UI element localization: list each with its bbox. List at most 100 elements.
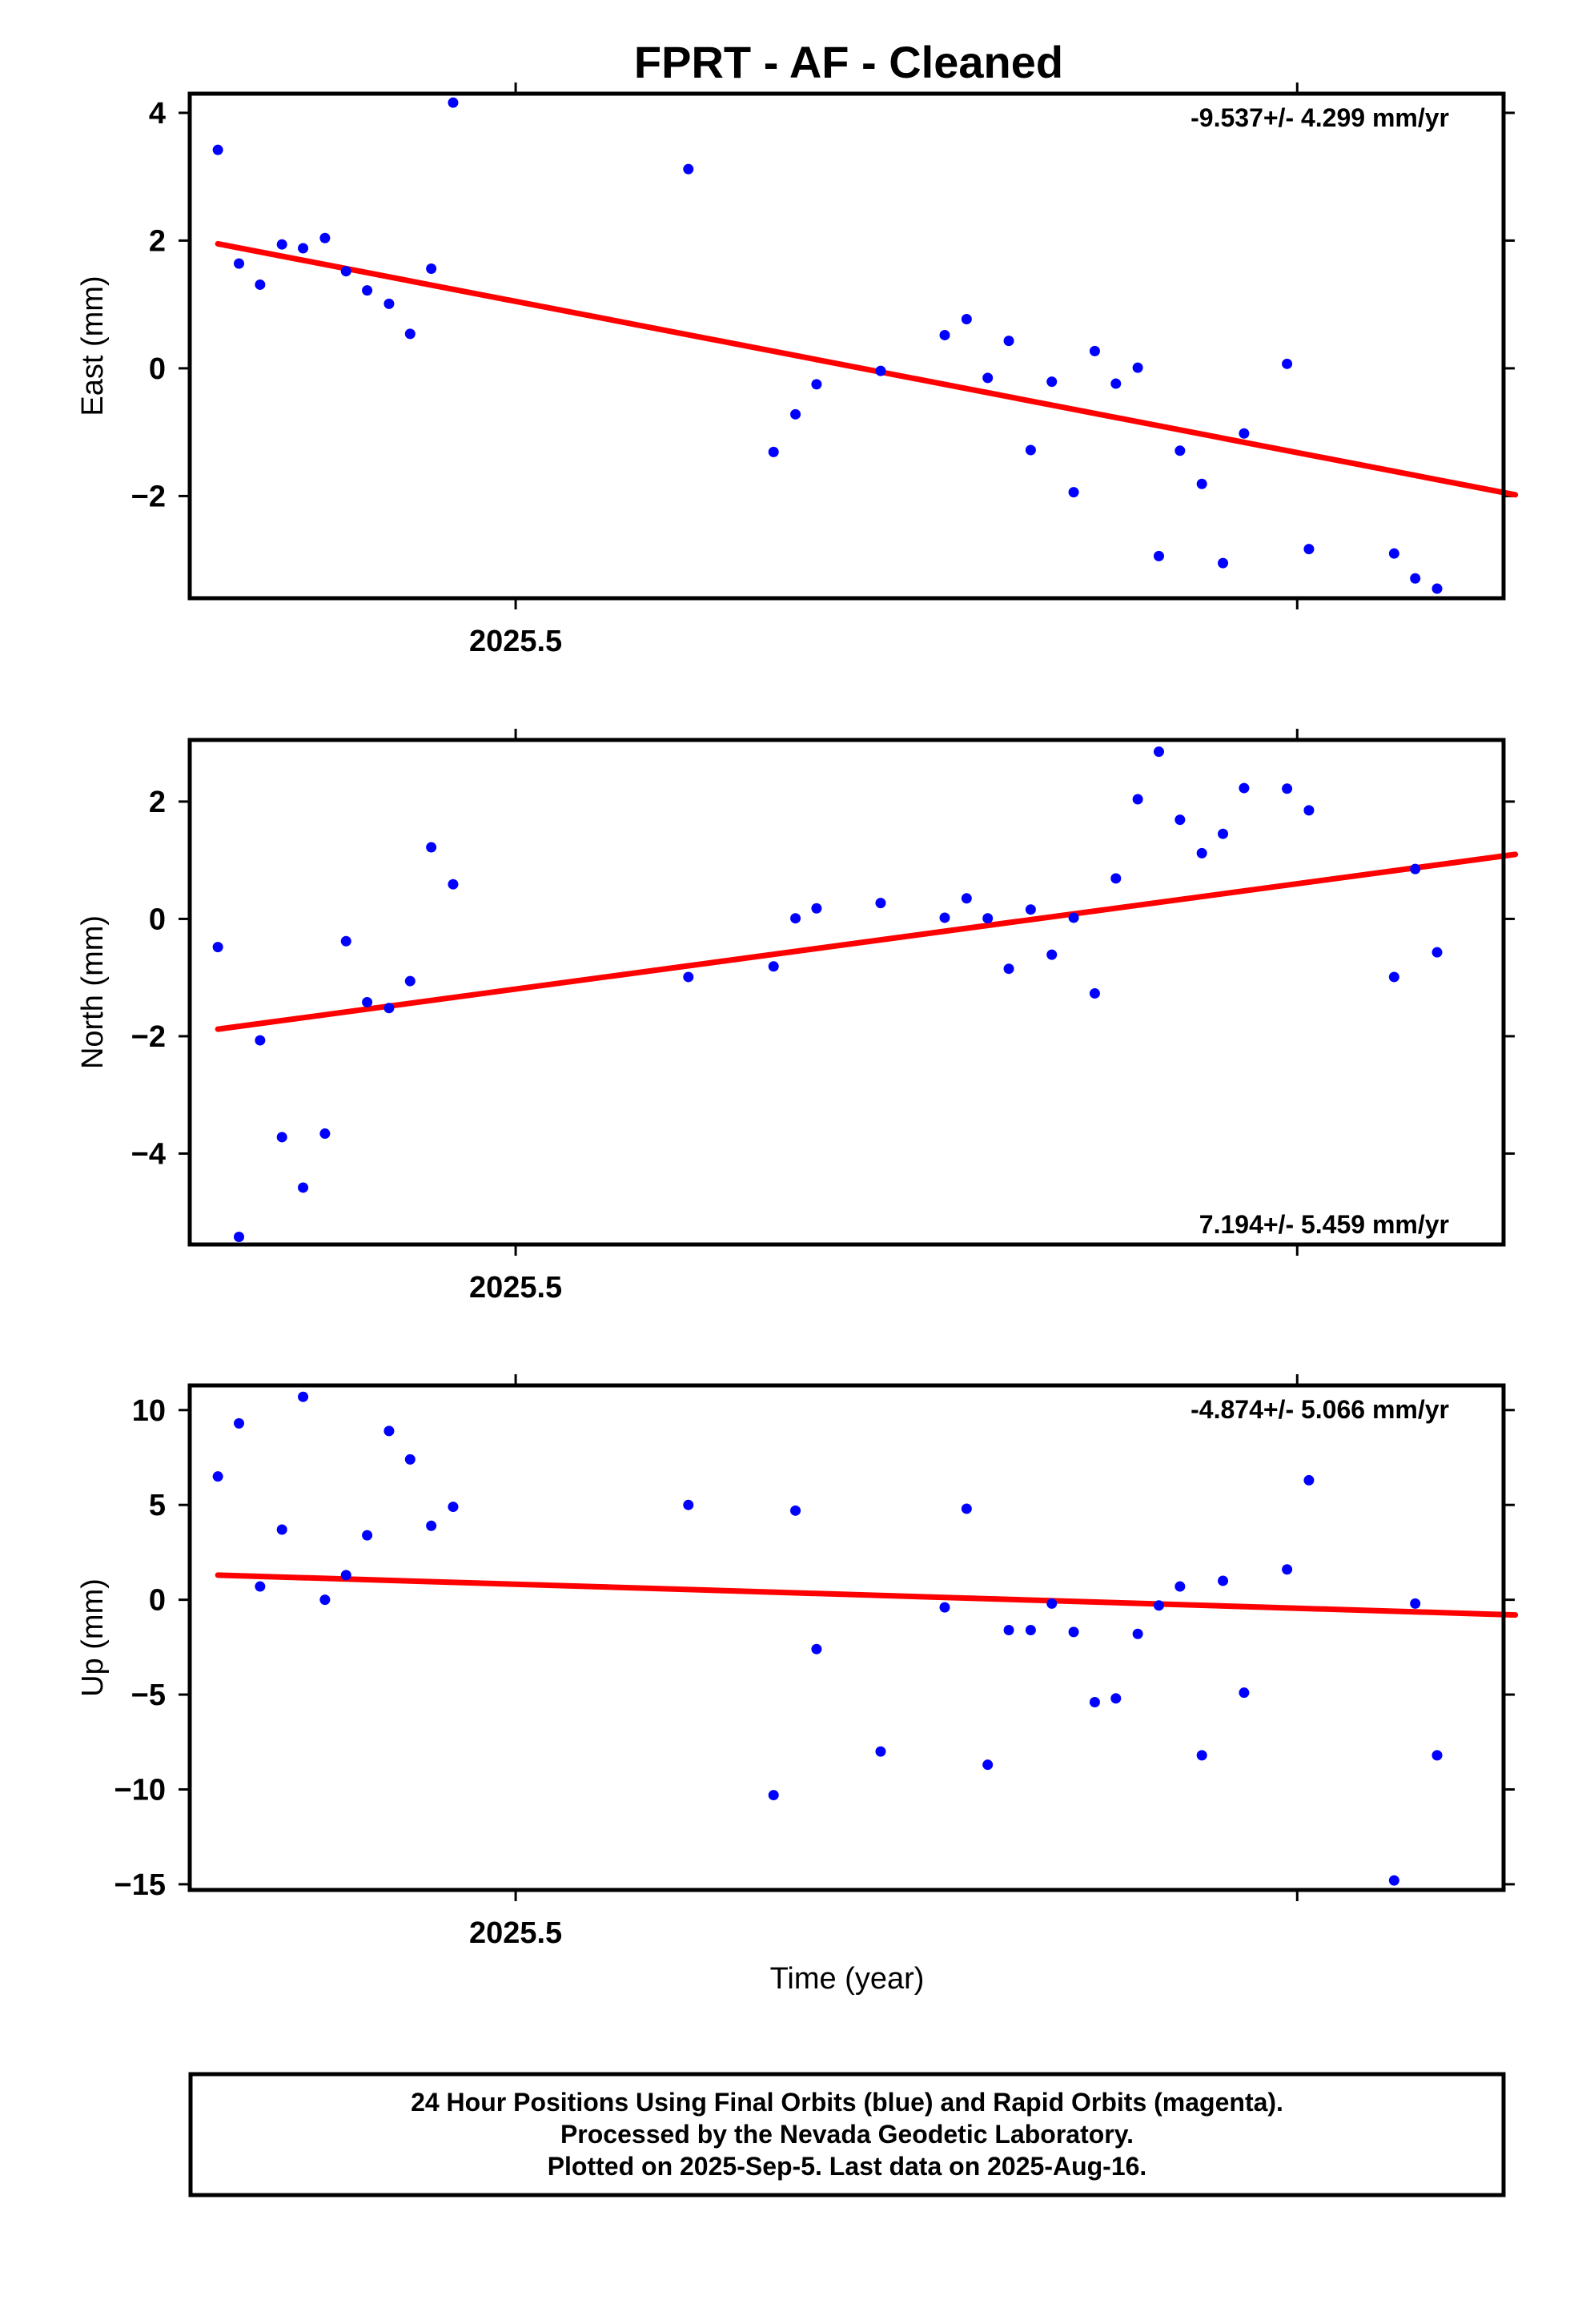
up-rate-label: -4.874+/- 5.066 mm/yr [1191,1395,1449,1424]
up-xtick-label: 2025.5 [469,1916,562,1950]
east-data-point [1239,428,1250,439]
up-data-point [383,1425,395,1437]
east-data-point [1282,358,1293,369]
north-data-point [961,893,972,904]
up-data-point [683,1499,694,1510]
east-data-point [1303,544,1315,555]
east-data-point [1410,573,1421,584]
north-data-point [1174,814,1186,826]
up-ytick-label: 0 [149,1584,166,1618]
east-data-point [1046,376,1058,388]
up-ytick-label: −5 [131,1679,166,1712]
north-data-point [683,971,694,983]
up-data-point [875,1746,886,1757]
up-data-point [1303,1474,1315,1486]
footer-line-2: Processed by the Nevada Geodetic Laborat… [560,2120,1134,2149]
north-data-point [340,935,351,947]
up-ytick-label: 5 [149,1489,166,1522]
east-data-point [1388,548,1399,559]
north-data-point [1282,783,1293,794]
north-data-point [1410,863,1421,875]
north-data-point [1218,828,1229,839]
up-data-point [404,1454,416,1465]
north-data-point [1089,987,1100,999]
up-panel: −15 −10 −5 0 5 10 2025.5 Up (mm) -4.874+/- 5.066… [76,1374,1519,1950]
east-data-point [319,232,331,243]
east-ytick-label: 4 [149,97,166,131]
up-data-point [298,1391,309,1402]
up-data-point [448,1502,459,1513]
north-data-point [1132,794,1143,805]
north-data-point [234,1231,245,1242]
up-data-point [1431,1750,1443,1761]
up-ytick-label: −10 [114,1773,166,1807]
up-data-point [1282,1564,1293,1575]
north-data-point [319,1128,331,1140]
east-data-point [1196,478,1207,489]
east-data-point [1089,345,1100,356]
east-data-point [1218,557,1229,569]
up-data-point [811,1643,822,1655]
north-data-point [875,898,886,909]
east-data-point [982,372,994,384]
east-data-point [276,239,287,250]
east-ytick-label: −2 [131,480,166,513]
north-data-point [1388,971,1399,983]
east-data-point [448,97,459,108]
north-ytick-label: 0 [149,903,166,936]
north-data-point [404,975,416,987]
up-data-point [1110,1693,1122,1704]
up-data-point [1410,1598,1421,1609]
up-data-point [1196,1750,1207,1761]
up-data-point [1003,1625,1014,1636]
up-data-point [1132,1628,1143,1639]
east-plot-frame [187,91,1506,601]
east-data-point [1110,378,1122,389]
north-data-point [1196,847,1207,858]
east-data-point [298,243,309,254]
east-rate-label: -9.537+/- 4.299 mm/yr [1191,103,1449,132]
north-panel: −4 −2 0 2 2025.5 North (mm) 7.194+/- 5.459 mm/… [76,729,1519,1305]
north-data-point [426,842,437,853]
up-data-point [1025,1625,1036,1636]
up-data-point [362,1530,373,1541]
north-data-point [1068,912,1079,923]
up-data-point [982,1759,994,1771]
east-data-point [383,298,395,309]
east-data-point [1153,550,1164,561]
east-data-point [426,263,437,275]
east-data-point [234,258,245,269]
up-trend-line [215,1572,1519,1618]
up-data-point [1174,1581,1186,1592]
north-data-point [982,913,994,924]
east-data-point [1132,362,1143,373]
north-data-point [212,942,223,953]
north-xtick-label: 2025.5 [469,1271,562,1305]
east-data-point [255,279,266,290]
up-data-point [234,1417,245,1429]
up-data-point [255,1581,266,1592]
east-data-point [875,365,886,376]
up-data-point [276,1524,287,1535]
east-data-point [939,329,950,340]
up-data-point [1153,1600,1164,1611]
footer-line-3: Plotted on 2025-Sep-5. Last data on 2025… [548,2152,1147,2181]
east-data-point [1068,487,1079,498]
x-axis-label: Time (year) [770,1962,925,1996]
up-data-point [212,1471,223,1482]
up-plot-frame [187,1383,1506,1892]
up-data-point [1046,1598,1058,1609]
up-ytick-label: −15 [114,1868,166,1902]
north-data-point [1239,782,1250,794]
footer-line-1: 24 Hour Positions Using Final Orbits (bl… [411,2088,1283,2117]
up-data-point [340,1570,351,1581]
up-data-point [319,1594,331,1606]
north-data-point [362,996,373,1007]
east-data-point [1003,336,1014,347]
up-data-point [1388,1875,1399,1886]
north-data-point [939,912,950,923]
east-data-point [212,144,223,155]
east-ytick-label: 0 [149,352,166,386]
north-trend-line [215,851,1519,1032]
